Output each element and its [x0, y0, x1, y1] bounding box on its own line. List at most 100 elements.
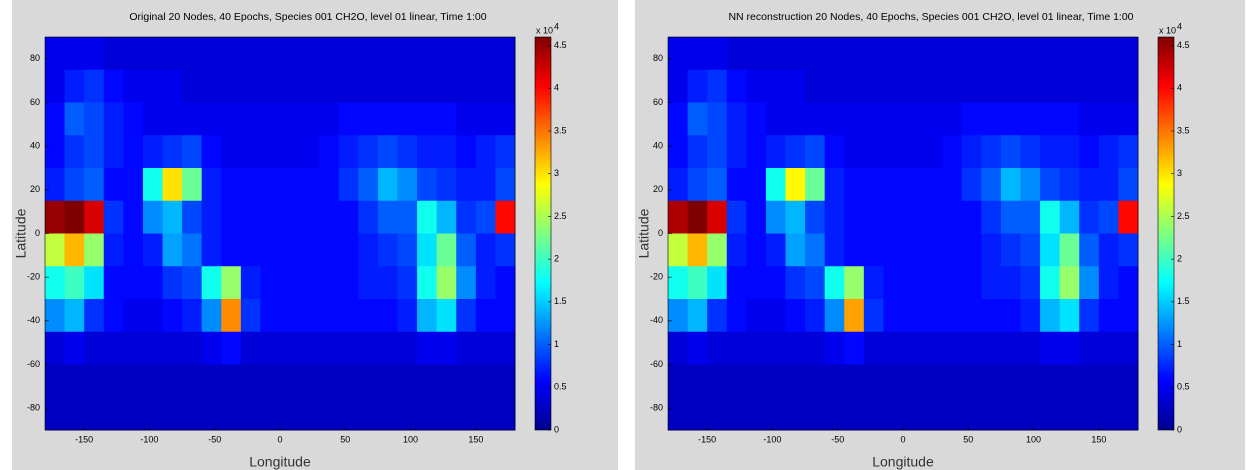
heatmap-cell	[1098, 37, 1119, 71]
heatmap-cell	[182, 299, 203, 333]
heatmap-cell	[64, 364, 85, 398]
colorbar-tick-label: 2.5	[554, 211, 567, 221]
heatmap-cell	[45, 397, 66, 431]
heatmap-cell	[1040, 200, 1061, 234]
heatmap-cell	[785, 102, 806, 136]
heatmap-cell	[981, 364, 1002, 398]
y-tick-label: -40	[650, 315, 663, 325]
colorbar-tick-label: 1	[1177, 339, 1182, 349]
heatmap-cell	[358, 233, 379, 267]
heatmap-cell	[201, 397, 222, 431]
heatmap-cell	[123, 200, 144, 234]
heatmap-cell	[922, 331, 943, 365]
heatmap-cell	[436, 364, 457, 398]
heatmap-cell	[162, 364, 183, 398]
heatmap-cell	[746, 331, 767, 365]
heatmap-cell	[903, 233, 924, 267]
heatmap-cell	[726, 200, 747, 234]
heatmap-cell	[1020, 135, 1041, 169]
heatmap-cell	[942, 37, 963, 71]
heatmap-cell	[221, 331, 242, 365]
heatmap-cell	[922, 102, 943, 136]
y-tick-label: 80	[653, 53, 663, 63]
heatmap-cell	[260, 102, 281, 136]
heatmap-cell	[436, 102, 457, 136]
x-tick-label: 50	[340, 434, 350, 444]
heatmap-cell	[1118, 200, 1139, 234]
heatmap-cell	[397, 69, 418, 103]
heatmap-cell	[824, 364, 845, 398]
y-tick-label: -60	[650, 359, 663, 369]
heatmap-cell	[981, 200, 1002, 234]
heatmap-cell	[319, 135, 340, 169]
heatmap-cell	[1020, 266, 1041, 300]
heatmap-cell	[240, 266, 261, 300]
heatmap-cell	[1040, 135, 1061, 169]
heatmap-cell	[824, 233, 845, 267]
heatmap-cell	[456, 331, 477, 365]
heatmap-cell	[903, 168, 924, 202]
heatmap-cell	[299, 168, 320, 202]
heatmap-cell	[260, 299, 281, 333]
heatmap-cell	[883, 397, 904, 431]
heatmap-cell	[1000, 135, 1021, 169]
heatmap-cell	[942, 102, 963, 136]
heatmap-cell	[1020, 299, 1041, 333]
heatmap-cell	[319, 299, 340, 333]
colorbar-tick-label: 2	[1177, 254, 1182, 264]
heatmap-cell	[260, 233, 281, 267]
heatmap-cell	[45, 168, 66, 202]
heatmap-cell	[495, 364, 516, 398]
heatmap-cell	[123, 135, 144, 169]
heatmap-cell	[824, 168, 845, 202]
heatmap-cell	[436, 299, 457, 333]
heatmap-cell	[687, 266, 708, 300]
heatmap-cell	[201, 102, 222, 136]
heatmap-cell	[436, 135, 457, 169]
heatmap-cell	[961, 331, 982, 365]
heatmap-cell	[436, 331, 457, 365]
heatmap-cell	[726, 397, 747, 431]
colorbar-tick-label: 3	[554, 168, 559, 178]
heatmap-cell	[1059, 102, 1080, 136]
heatmap-cell	[707, 299, 728, 333]
heatmap-cell	[942, 69, 963, 103]
heatmap-cell	[240, 135, 261, 169]
heatmap-cell	[1118, 69, 1139, 103]
y-tick-label: 0	[35, 228, 40, 238]
heatmap-cell	[84, 168, 105, 202]
heatmap-cell	[182, 266, 203, 300]
heatmap-cell	[726, 37, 747, 71]
heatmap-cell	[1020, 397, 1041, 431]
heatmap-cell	[142, 102, 163, 136]
heatmap-cell	[961, 299, 982, 333]
heatmap-cell	[746, 233, 767, 267]
heatmap-cell	[280, 364, 301, 398]
heatmap-cell	[142, 200, 163, 234]
heatmap-cell	[436, 397, 457, 431]
heatmap-cell	[805, 69, 826, 103]
heatmap-cell	[338, 364, 359, 398]
heatmap-cell	[1020, 364, 1041, 398]
heatmap-cell	[981, 266, 1002, 300]
y-axis-label: Latitude	[13, 208, 29, 258]
heatmap-cell	[417, 69, 438, 103]
x-tick-label: 100	[403, 434, 418, 444]
heatmap-cell	[260, 37, 281, 71]
y-tick-label: 40	[653, 141, 663, 151]
heatmap-cell	[1098, 233, 1119, 267]
chart-title: NN reconstruction 20 Nodes, 40 Epochs, S…	[728, 11, 1133, 23]
colorbar-exponent: 4	[554, 21, 559, 31]
heatmap-cell	[299, 102, 320, 136]
heatmap-cell	[358, 299, 379, 333]
heatmap-cell	[922, 233, 943, 267]
heatmap-cell	[201, 299, 222, 333]
heatmap-cell	[338, 102, 359, 136]
heatmap-cell	[687, 135, 708, 169]
heatmap-cell	[1079, 200, 1100, 234]
heatmap-cell	[456, 364, 477, 398]
heatmap-cell	[922, 299, 943, 333]
heatmap-cell	[1020, 37, 1041, 71]
heatmap-cell	[299, 69, 320, 103]
